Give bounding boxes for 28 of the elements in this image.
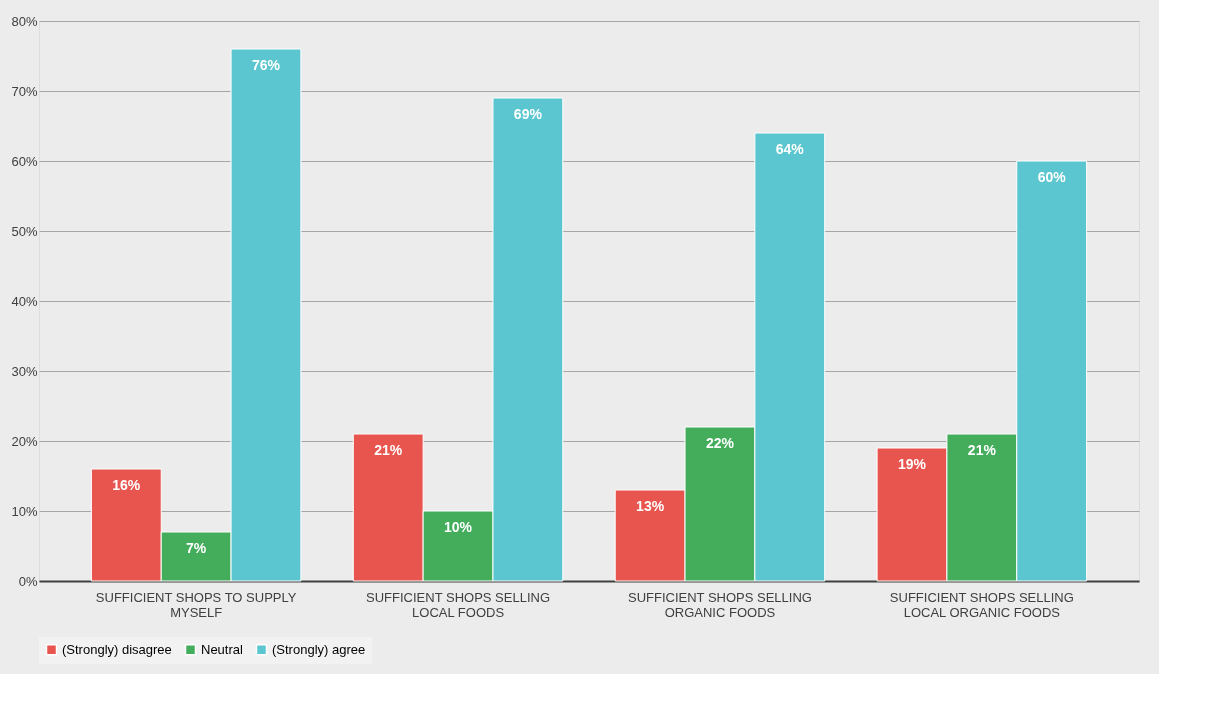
y-tick-label: 20% — [11, 433, 38, 449]
y-tick-label: 70% — [11, 83, 38, 99]
data-label: 19% — [898, 456, 927, 472]
data-label: 13% — [636, 498, 665, 514]
data-label: 60% — [1037, 169, 1067, 185]
legend-label: (Strongly) disagree — [62, 641, 172, 657]
x-tick-label: SUFFICIENT SHOPS SELLING LOCAL ORGANIC FOODS — [889, 589, 1074, 620]
y-tick-label: 30% — [11, 363, 38, 379]
y-tick-label: 10% — [11, 503, 38, 519]
data-label: 21% — [967, 442, 997, 458]
y-tick-label: 80% — [11, 13, 38, 29]
data-label: 64% — [775, 141, 805, 157]
data-label: 10% — [444, 519, 473, 535]
legend-label: (Strongly) agree — [272, 641, 366, 657]
data-label: 21% — [374, 442, 403, 458]
legend-label: Neutral — [201, 641, 244, 657]
x-tick-label: SUFFICIENT SHOPS SELLING ORGANIC FOODS — [627, 589, 812, 620]
y-tick-label: 60% — [11, 153, 38, 169]
data-label: 16% — [112, 477, 141, 493]
data-label: 76% — [251, 57, 281, 73]
x-tick-label: SUFFICIENT SHOPS TO SUPPLY MYSELF — [95, 589, 297, 620]
data-label: 69% — [513, 106, 543, 122]
data-label: 22% — [705, 435, 735, 451]
y-tick-label: 0% — [18, 573, 38, 589]
data-label: 7% — [186, 540, 207, 556]
y-tick-label: 50% — [11, 223, 38, 239]
y-tick-label: 40% — [11, 293, 38, 309]
x-tick-label: SUFFICIENT SHOPS SELLING LOCAL FOODS — [366, 589, 551, 620]
